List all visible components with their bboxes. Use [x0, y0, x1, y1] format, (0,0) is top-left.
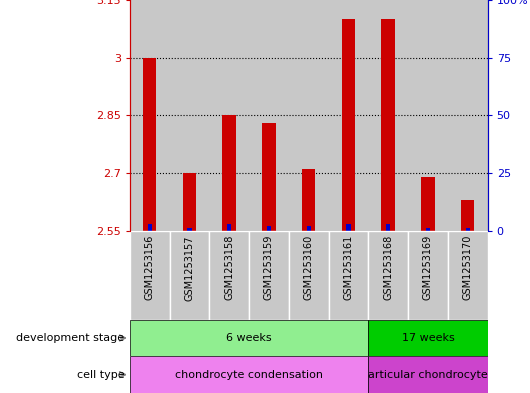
Bar — [289, 0, 329, 231]
Bar — [448, 231, 488, 320]
Bar — [421, 177, 435, 231]
Bar — [368, 0, 408, 231]
Bar — [183, 173, 196, 231]
Text: GSM1253159: GSM1253159 — [264, 235, 274, 300]
Text: GSM1253169: GSM1253169 — [423, 235, 433, 300]
Text: GSM1253168: GSM1253168 — [383, 235, 393, 300]
Bar — [368, 231, 408, 320]
Bar — [408, 0, 448, 231]
Bar — [368, 356, 488, 393]
Text: cell type: cell type — [77, 370, 125, 380]
Bar — [382, 19, 395, 231]
Text: 6 weeks: 6 weeks — [226, 333, 272, 343]
Bar — [262, 123, 276, 231]
Bar — [368, 320, 488, 356]
Bar — [448, 0, 488, 231]
Bar — [209, 231, 249, 320]
Bar — [130, 320, 368, 356]
Text: GSM1253156: GSM1253156 — [145, 235, 155, 300]
Bar — [347, 224, 350, 231]
Bar — [130, 0, 170, 231]
Bar — [302, 169, 315, 231]
Bar — [223, 115, 236, 231]
Bar — [143, 58, 156, 231]
Text: GSM1253170: GSM1253170 — [463, 235, 473, 300]
Bar — [342, 19, 355, 231]
Text: articular chondrocyte: articular chondrocyte — [368, 370, 488, 380]
Bar — [426, 228, 430, 231]
Bar — [209, 0, 249, 231]
Bar — [289, 231, 329, 320]
Bar — [130, 231, 170, 320]
Text: development stage: development stage — [16, 333, 125, 343]
Bar — [170, 231, 209, 320]
Text: GSM1253160: GSM1253160 — [304, 235, 314, 300]
Bar — [461, 200, 474, 231]
Bar — [249, 0, 289, 231]
Bar — [386, 224, 390, 231]
Text: GSM1253158: GSM1253158 — [224, 235, 234, 300]
Bar — [227, 224, 231, 231]
Text: GSM1253161: GSM1253161 — [343, 235, 354, 300]
Bar — [329, 0, 368, 231]
Bar — [130, 356, 368, 393]
Bar — [267, 226, 271, 231]
Text: chondrocyte condensation: chondrocyte condensation — [175, 370, 323, 380]
Bar — [170, 0, 209, 231]
Bar — [329, 231, 368, 320]
Bar — [307, 226, 311, 231]
Bar — [249, 231, 289, 320]
Bar — [466, 228, 470, 231]
Text: 17 weeks: 17 weeks — [402, 333, 454, 343]
Text: GSM1253157: GSM1253157 — [184, 235, 195, 301]
Bar — [148, 224, 152, 231]
Bar — [188, 228, 191, 231]
Bar — [408, 231, 448, 320]
